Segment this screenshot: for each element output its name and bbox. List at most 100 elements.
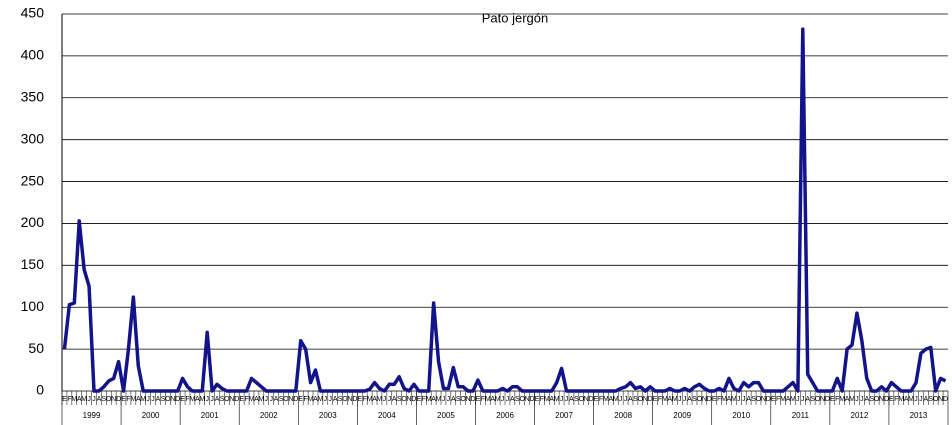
x-tick-label: M [258, 396, 264, 403]
x-tick-label: D [884, 396, 889, 403]
x-tick-label: F [835, 396, 839, 403]
x-tick-label: N [643, 396, 648, 403]
x-tick-label: A [274, 396, 279, 403]
x-tick-label: J [388, 396, 392, 403]
x-tick-label: F [126, 396, 130, 403]
x-tick-label: D [175, 396, 180, 403]
year-label: 2002 [260, 411, 278, 420]
x-tick-label: F [363, 396, 367, 403]
y-tick-label: 50 [28, 340, 44, 356]
year-label: 2005 [437, 411, 455, 420]
x-tick-label: J [92, 396, 96, 403]
x-tick-label: S [633, 396, 638, 403]
x-tick-label: E [298, 396, 303, 403]
x-tick-label: F [658, 396, 662, 403]
x-tick-label: E [121, 396, 126, 403]
y-tick-label: 0 [36, 382, 44, 398]
x-tick-label: O [756, 396, 762, 403]
x-tick-label: D [352, 396, 357, 403]
x-tick-label: A [569, 396, 574, 403]
x-tick-label: M [544, 396, 550, 403]
x-tick-label: M [495, 396, 501, 403]
x-tick-label: M [140, 396, 146, 403]
x-tick-label: D [116, 396, 121, 403]
x-tick-label: M [249, 396, 255, 403]
year-label: 1999 [83, 411, 101, 420]
x-tick-label: O [638, 396, 644, 403]
x-tick-label: N [347, 396, 352, 403]
x-tick-label: M [721, 396, 727, 403]
x-tick-label: J [210, 396, 214, 403]
x-tick-label: S [574, 396, 579, 403]
x-tick-label: A [254, 396, 259, 403]
x-tick-label: S [515, 396, 520, 403]
x-tick-label: S [220, 396, 225, 403]
x-tick-label: O [520, 396, 526, 403]
x-tick-label: E [62, 396, 67, 403]
x-tick-label: J [87, 396, 91, 403]
x-tick-label: F [244, 396, 248, 403]
x-tick-label: A [805, 396, 810, 403]
x-tick-label: J [324, 396, 328, 403]
x-tick-label: M [130, 396, 136, 403]
x-tick-label: E [417, 396, 422, 403]
x-tick-label: A [195, 396, 200, 403]
x-tick-label: M [672, 396, 678, 403]
x-tick-label: A [431, 396, 436, 403]
x-tick-label: F [481, 396, 485, 403]
x-tick-label: M [190, 396, 196, 403]
x-tick-label: F [540, 396, 544, 403]
x-tick-label: D [589, 396, 594, 403]
x-tick-label: S [397, 396, 402, 403]
x-tick-label: A [746, 396, 751, 403]
x-tick-label: M [308, 396, 314, 403]
year-label: 2008 [614, 411, 632, 420]
x-tick-label: M [603, 396, 609, 403]
year-label: 2000 [142, 411, 160, 420]
x-tick-label: J [442, 396, 446, 403]
x-tick-label: D [293, 396, 298, 403]
x-tick-label: M [317, 396, 323, 403]
x-tick-label: D [943, 396, 948, 403]
x-tick-label: S [928, 396, 933, 403]
x-tick-label: F [422, 396, 426, 403]
x-tick-label: F [304, 396, 308, 403]
x-tick-label: E [239, 396, 244, 403]
x-tick-label: A [313, 396, 318, 403]
x-tick-label: D [766, 396, 771, 403]
x-tick-label: A [333, 396, 338, 403]
year-label: 2006 [496, 411, 514, 420]
x-tick-label: J [737, 396, 741, 403]
x-tick-label: D [470, 396, 475, 403]
x-tick-label: A [845, 396, 850, 403]
x-tick-label: N [584, 396, 589, 403]
x-tick-label: O [697, 396, 703, 403]
x-tick-label: A [392, 396, 397, 403]
x-tick-label: E [712, 396, 717, 403]
x-tick-label: M [426, 396, 432, 403]
x-tick-label: A [727, 396, 732, 403]
x-tick-label: S [869, 396, 874, 403]
x-tick-label: E [594, 396, 599, 403]
year-label: 2003 [319, 411, 337, 420]
x-tick-label: A [608, 396, 613, 403]
year-label: 2011 [792, 411, 810, 420]
x-tick-label: J [619, 396, 623, 403]
x-tick-label: M [436, 396, 442, 403]
x-tick-label: M [839, 396, 845, 403]
x-tick-label: A [156, 396, 161, 403]
x-tick-label: N [525, 396, 530, 403]
x-tick-label: J [683, 396, 687, 403]
x-tick-label: M [613, 396, 619, 403]
x-tick-label: E [830, 396, 835, 403]
x-tick-label: J [383, 396, 387, 403]
x-tick-label: J [914, 396, 918, 403]
x-tick-label: M [71, 396, 77, 403]
x-tick-label: A [904, 396, 909, 403]
y-tick-label: 450 [21, 5, 45, 21]
y-tick-label: 250 [21, 172, 45, 188]
x-tick-label: F [67, 396, 71, 403]
x-tick-label: S [338, 396, 343, 403]
x-tick-label: S [692, 396, 697, 403]
